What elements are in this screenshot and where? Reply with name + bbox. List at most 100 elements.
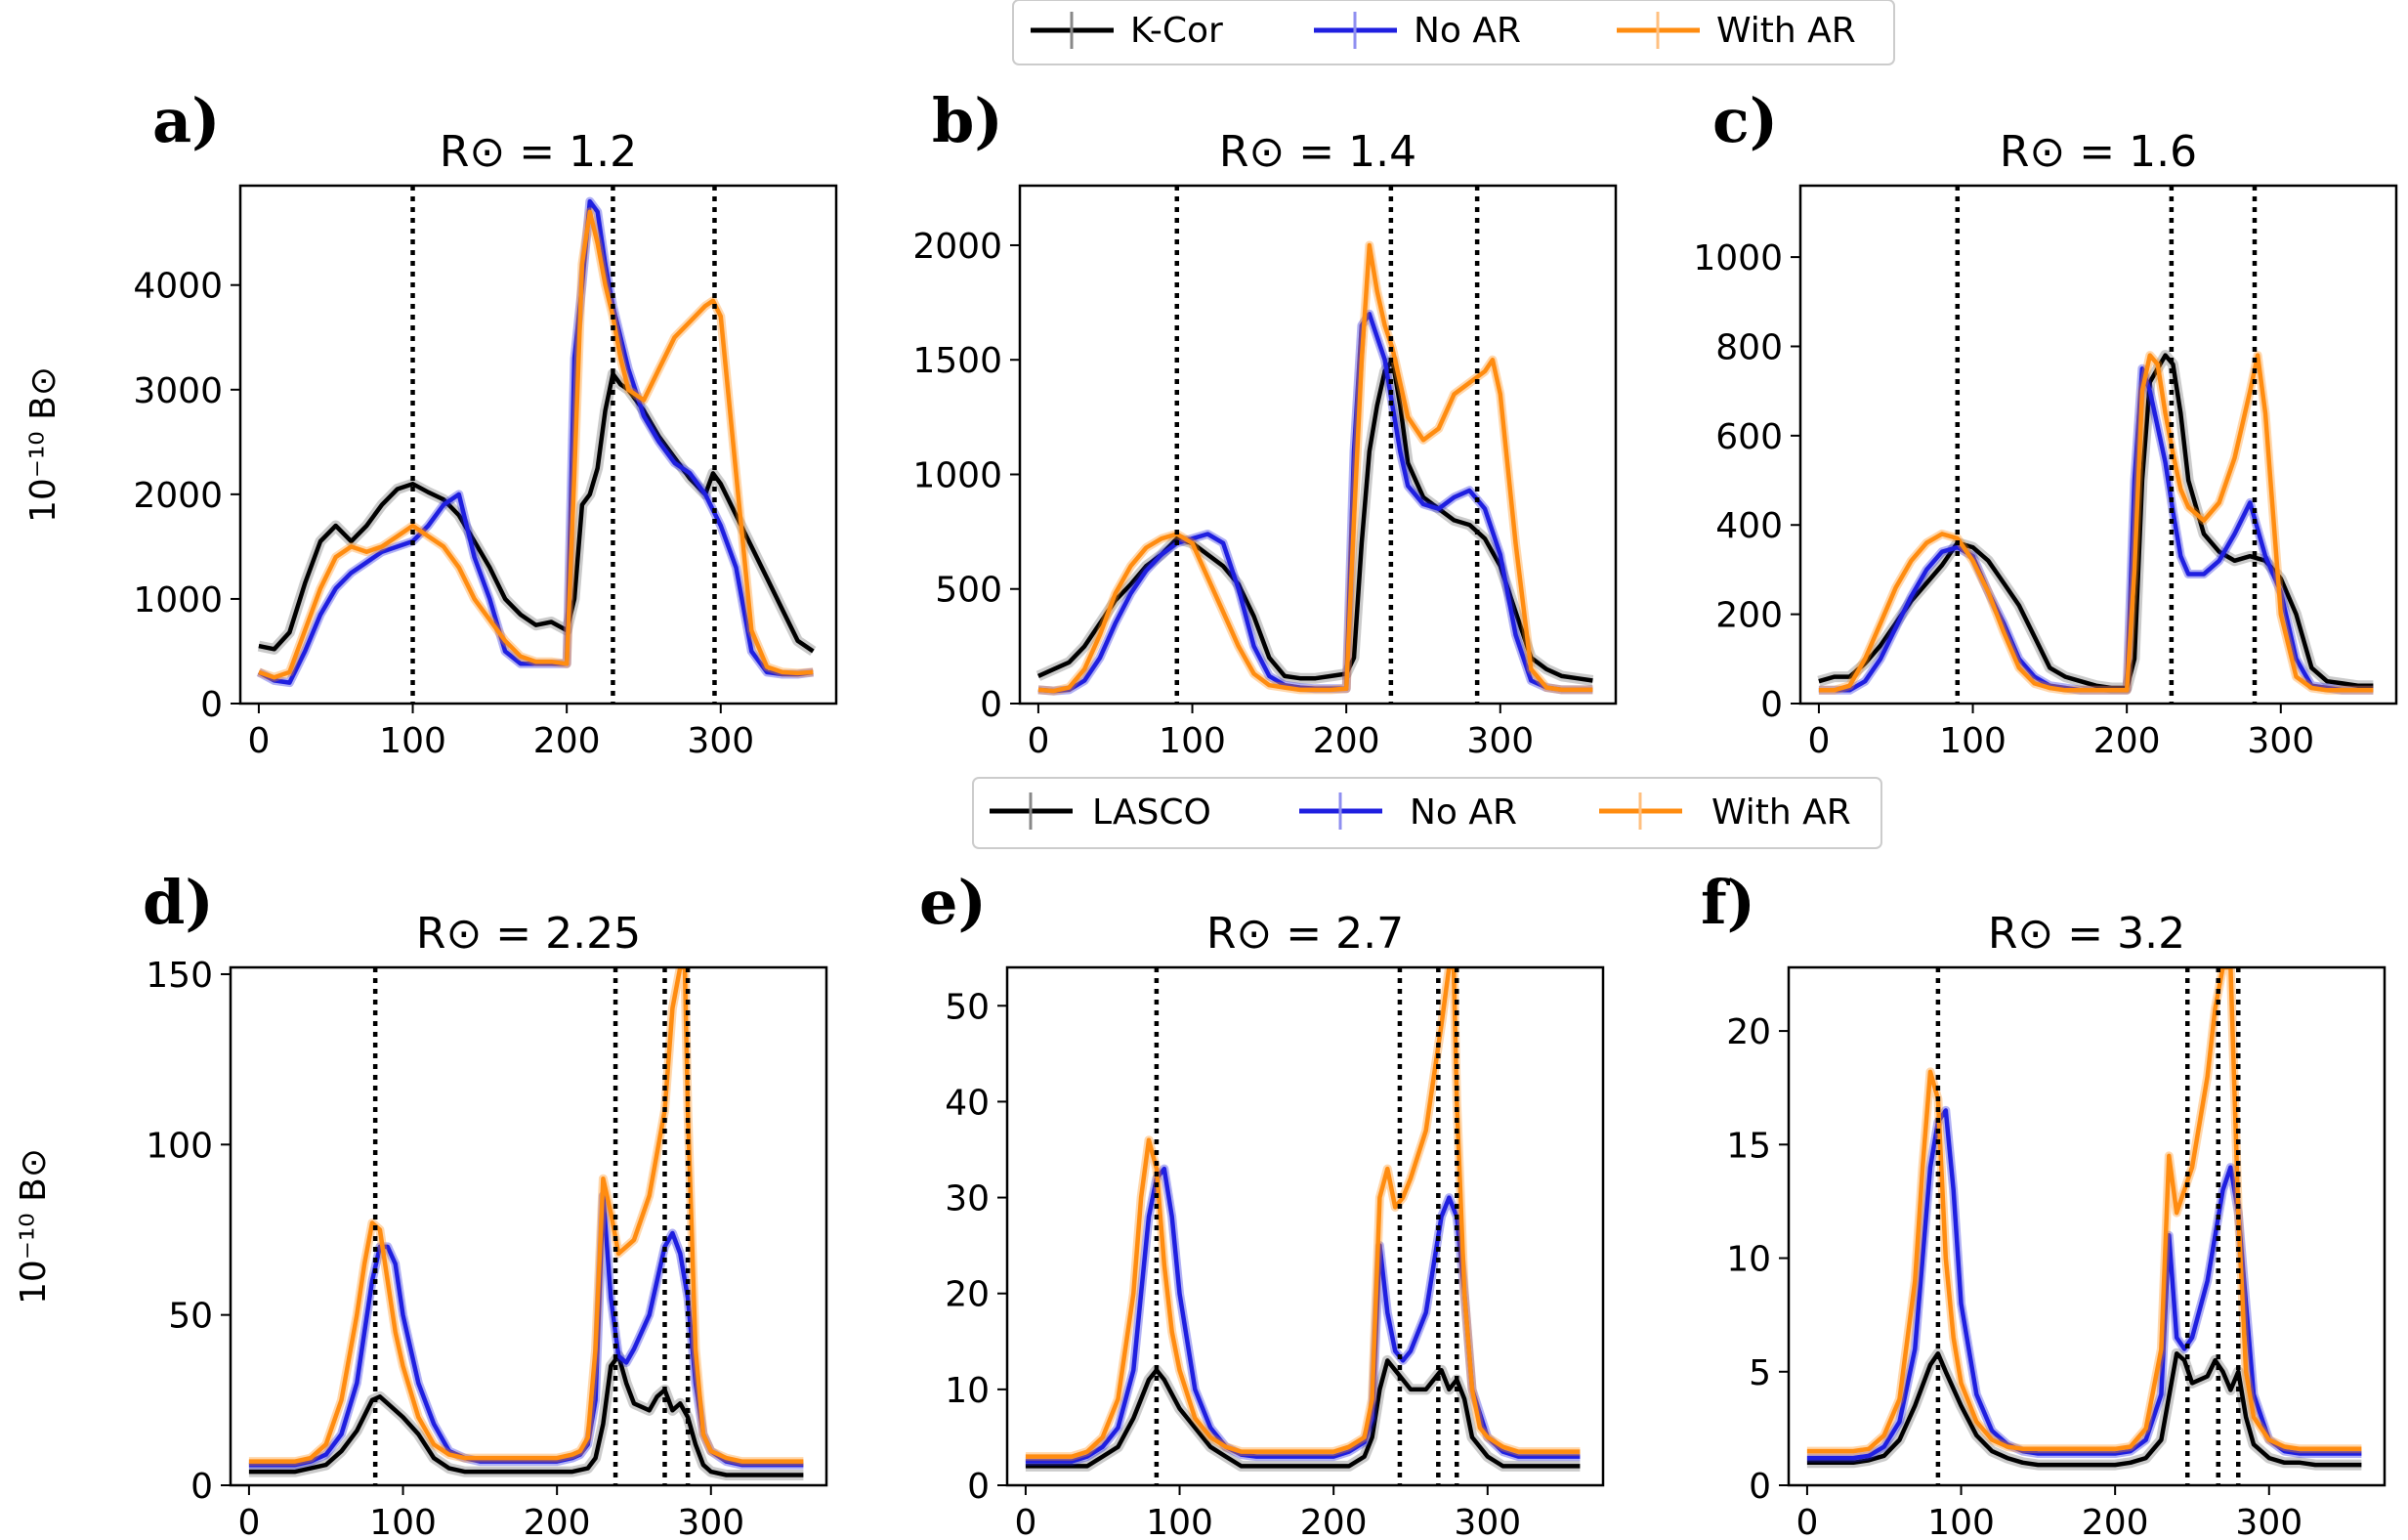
panel-c-xtick-label-300: 300 bbox=[2247, 721, 2314, 761]
panel-a-ytick-label-3000: 3000 bbox=[133, 371, 223, 411]
panel-f-series-with-ar-error-band bbox=[1806, 967, 2362, 1456]
panel-f-plot-area bbox=[1806, 967, 2362, 1471]
panel-d-axes-frame bbox=[229, 965, 828, 1487]
panel-a-xtick-label-0: 0 bbox=[247, 721, 270, 761]
panel-e-xtick-label-100: 100 bbox=[1146, 1503, 1213, 1540]
panel-f-ytick-label-10: 10 bbox=[1726, 1240, 1771, 1280]
panel-a-series-with-ar-line bbox=[258, 209, 814, 680]
panel-d-plot-area bbox=[248, 967, 804, 1480]
legend-bottom-label-with-ar: With AR bbox=[1711, 792, 1851, 833]
panel-b: 0 100 200 300 0 500 1000 1500 2000 R⊙ = 1.4 b) bbox=[912, 85, 1618, 761]
panel-a-plot-area bbox=[256, 196, 817, 688]
panel-a-letter: a) bbox=[152, 85, 221, 156]
panel-f-series-lasco-line bbox=[1806, 1350, 2362, 1468]
panel-f-axes-frame bbox=[1787, 965, 2387, 1487]
panel-c-series-with-ar-error-band bbox=[1818, 351, 2374, 695]
panel-a-ytick-label-4000: 4000 bbox=[133, 267, 223, 307]
panel-b-xtick-label-100: 100 bbox=[1159, 721, 1226, 761]
panel-e-axes-frame bbox=[1005, 965, 1605, 1487]
panel-f-series-no-ar-line bbox=[1806, 1108, 2362, 1461]
panel-f-series-with-ar-line bbox=[1806, 967, 2362, 1454]
panel-d: 0 100 200 300 0 50 100 150 R⊙ = 2.25 d) 10⁻¹⁰ B⊙ bbox=[14, 867, 828, 1540]
panel-a-axes-frame bbox=[238, 184, 838, 706]
panel-b-letter: b) bbox=[932, 85, 1003, 156]
panel-e-ytick-label-30: 30 bbox=[945, 1179, 990, 1219]
panel-d-xtick-label-200: 200 bbox=[524, 1503, 591, 1540]
panel-e: 0 100 200 300 0 10 20 30 40 50 R⊙ = 2.7 e) bbox=[919, 867, 1605, 1540]
panel-c-plot-area bbox=[1817, 350, 2374, 695]
legend-bottom-label-no-ar: No AR bbox=[1410, 792, 1517, 833]
panel-f-ytick-label-20: 20 bbox=[1726, 1012, 1771, 1052]
panel-d-series-with-ar-line bbox=[248, 967, 804, 1464]
panel-b-axes-frame bbox=[1018, 184, 1618, 706]
panel-c-ytick-label-1000: 1000 bbox=[1693, 238, 1783, 278]
panel-a-xtick-label-100: 100 bbox=[379, 721, 446, 761]
panel-a-ylabel: 10⁻¹⁰ B⊙ bbox=[23, 366, 63, 523]
legend-top-label-with-ar: With AR bbox=[1716, 11, 1856, 51]
panel-c-xtick-label-100: 100 bbox=[1939, 721, 2007, 761]
panel-b-ytick-label-0: 0 bbox=[980, 685, 1002, 725]
panel-b-ytick-label-2000: 2000 bbox=[912, 227, 1002, 267]
panel-f-title: R⊙ = 3.2 bbox=[1988, 909, 2185, 959]
panel-d-series-with-ar-error-band bbox=[248, 967, 804, 1467]
panel-d-ylabel: 10⁻¹⁰ B⊙ bbox=[14, 1148, 54, 1305]
panel-c-letter: c) bbox=[1712, 85, 1778, 156]
panel-c: 0 100 200 300 0 200 400 600 800 1000 R⊙ = 1.6 c) bbox=[1693, 85, 2398, 761]
panel-b-series-with-ar-line bbox=[1037, 242, 1593, 694]
panel-d-xtick-label-0: 0 bbox=[237, 1503, 260, 1540]
legend-top: K-Cor No AR With AR bbox=[1012, 0, 1895, 65]
legend-top-frame bbox=[1012, 0, 1895, 65]
panel-c-ytick-label-0: 0 bbox=[1760, 685, 1783, 725]
panel-a-xtick-label-300: 300 bbox=[687, 721, 754, 761]
panel-c-axes-frame bbox=[1798, 184, 2398, 706]
panel-e-ytick-label-10: 10 bbox=[945, 1371, 990, 1411]
panel-c-ytick-label-600: 600 bbox=[1715, 417, 1783, 457]
panel-a-ytick-label-1000: 1000 bbox=[133, 580, 223, 620]
panel-b-xtick-label-300: 300 bbox=[1466, 721, 1534, 761]
panel-d-ytick-label-50: 50 bbox=[168, 1297, 213, 1337]
panel-b-ytick-label-1500: 1500 bbox=[912, 341, 1002, 381]
panel-a-ytick-label-0: 0 bbox=[200, 685, 223, 725]
legend-top-label-no-ar: No AR bbox=[1414, 11, 1521, 51]
panel-a-series-with-ar-error-band bbox=[257, 207, 814, 682]
panel-f: 0 100 200 300 0 5 10 15 20 R⊙ = 3.2 f) bbox=[1701, 867, 2387, 1540]
panel-c-xtick-label-200: 200 bbox=[2093, 721, 2161, 761]
panel-c-series-with-ar-line bbox=[1818, 353, 2374, 693]
panel-d-ytick-label-100: 100 bbox=[146, 1126, 213, 1166]
legend-bottom-frame bbox=[972, 777, 1882, 849]
legend-bottom-label-observed: LASCO bbox=[1092, 792, 1211, 833]
panel-b-title: R⊙ = 1.4 bbox=[1219, 127, 1416, 177]
panel-e-letter: e) bbox=[919, 867, 987, 938]
panel-a-xtick-label-200: 200 bbox=[533, 721, 601, 761]
panel-d-series-no-ar-line bbox=[248, 1193, 804, 1468]
panel-f-series-no-ar-error-band bbox=[1806, 1105, 2362, 1463]
panel-f-xtick-label-300: 300 bbox=[2235, 1503, 2302, 1540]
panel-e-ytick-label-20: 20 bbox=[945, 1275, 990, 1315]
panel-f-letter: f) bbox=[1701, 867, 1755, 938]
panel-b-xtick-label-0: 0 bbox=[1027, 721, 1049, 761]
panel-d-letter: d) bbox=[143, 867, 214, 938]
panel-b-xtick-label-200: 200 bbox=[1313, 721, 1380, 761]
panel-f-ytick-label-5: 5 bbox=[1749, 1353, 1771, 1393]
panel-f-xtick-label-0: 0 bbox=[1795, 1503, 1818, 1540]
panel-b-ytick-label-500: 500 bbox=[935, 571, 1002, 611]
panel-e-ytick-label-50: 50 bbox=[945, 987, 990, 1027]
panel-d-ytick-label-150: 150 bbox=[146, 956, 213, 996]
panel-d-xtick-label-300: 300 bbox=[677, 1503, 744, 1540]
panel-e-series-with-ar-line bbox=[1025, 967, 1581, 1459]
panel-e-series-with-ar-error-band bbox=[1025, 967, 1581, 1462]
panel-c-xtick-label-0: 0 bbox=[1807, 721, 1830, 761]
panel-d-series-lasco-line bbox=[248, 1353, 804, 1477]
panel-e-xtick-label-300: 300 bbox=[1454, 1503, 1521, 1540]
panel-e-series-lasco-line bbox=[1025, 1358, 1581, 1469]
panel-f-ytick-label-15: 15 bbox=[1726, 1126, 1771, 1166]
panel-c-ytick-label-400: 400 bbox=[1715, 506, 1783, 546]
legend-top-label-observed: K-Cor bbox=[1130, 11, 1223, 51]
panel-f-xtick-label-200: 200 bbox=[2082, 1503, 2149, 1540]
panel-e-ytick-label-0: 0 bbox=[967, 1467, 990, 1507]
panel-c-ytick-label-200: 200 bbox=[1715, 596, 1783, 636]
panel-e-title: R⊙ = 2.7 bbox=[1206, 909, 1404, 959]
